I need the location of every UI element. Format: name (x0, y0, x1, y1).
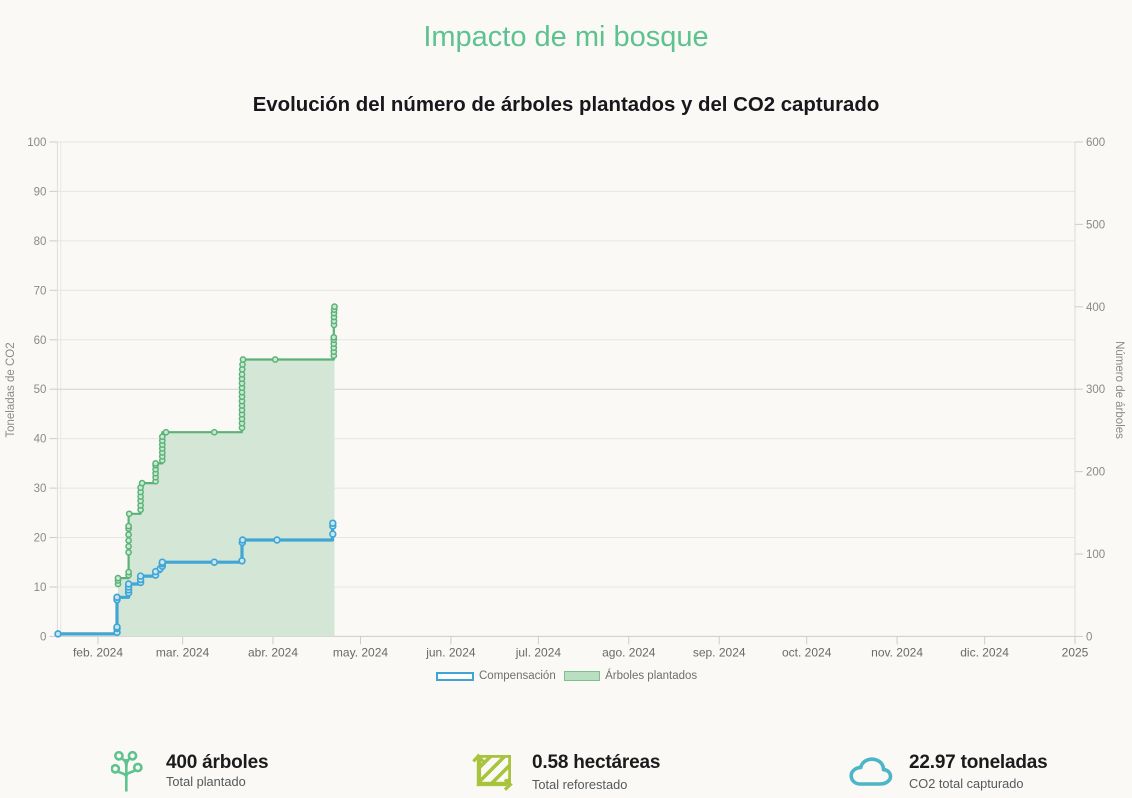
svg-text:0: 0 (1086, 631, 1092, 643)
svg-text:mar. 2024: mar. 2024 (156, 645, 210, 659)
svg-text:500: 500 (1086, 219, 1105, 231)
svg-text:2025: 2025 (1062, 645, 1089, 659)
svg-text:jun. 2024: jun. 2024 (425, 645, 476, 659)
svg-text:oct. 2024: oct. 2024 (782, 645, 832, 659)
svg-text:80: 80 (34, 236, 47, 248)
svg-text:abr. 2024: abr. 2024 (248, 645, 298, 659)
svg-text:0: 0 (40, 631, 46, 643)
svg-text:30: 30 (34, 483, 47, 495)
svg-text:20: 20 (34, 533, 47, 545)
svg-text:200: 200 (1086, 467, 1105, 479)
svg-text:60: 60 (34, 335, 47, 347)
svg-text:dic. 2024: dic. 2024 (960, 645, 1009, 659)
svg-text:10: 10 (34, 582, 47, 594)
svg-text:600: 600 (1086, 137, 1105, 149)
svg-text:Número de árboles: Número de árboles (1113, 341, 1125, 439)
svg-text:ago. 2024: ago. 2024 (602, 645, 656, 659)
svg-text:400: 400 (1086, 302, 1105, 314)
svg-text:70: 70 (34, 285, 47, 297)
svg-text:40: 40 (34, 434, 47, 446)
svg-text:nov. 2024: nov. 2024 (871, 645, 923, 659)
svg-text:feb. 2024: feb. 2024 (73, 645, 123, 659)
svg-text:may. 2024: may. 2024 (333, 645, 388, 659)
svg-text:100: 100 (27, 137, 46, 149)
svg-text:90: 90 (34, 186, 47, 198)
svg-text:Toneladas de CO2: Toneladas de CO2 (5, 342, 17, 437)
svg-text:50: 50 (34, 384, 47, 396)
svg-text:300: 300 (1086, 384, 1105, 396)
svg-text:100: 100 (1086, 549, 1105, 561)
svg-text:sep. 2024: sep. 2024 (693, 645, 746, 659)
svg-text:jul. 2024: jul. 2024 (515, 645, 562, 659)
